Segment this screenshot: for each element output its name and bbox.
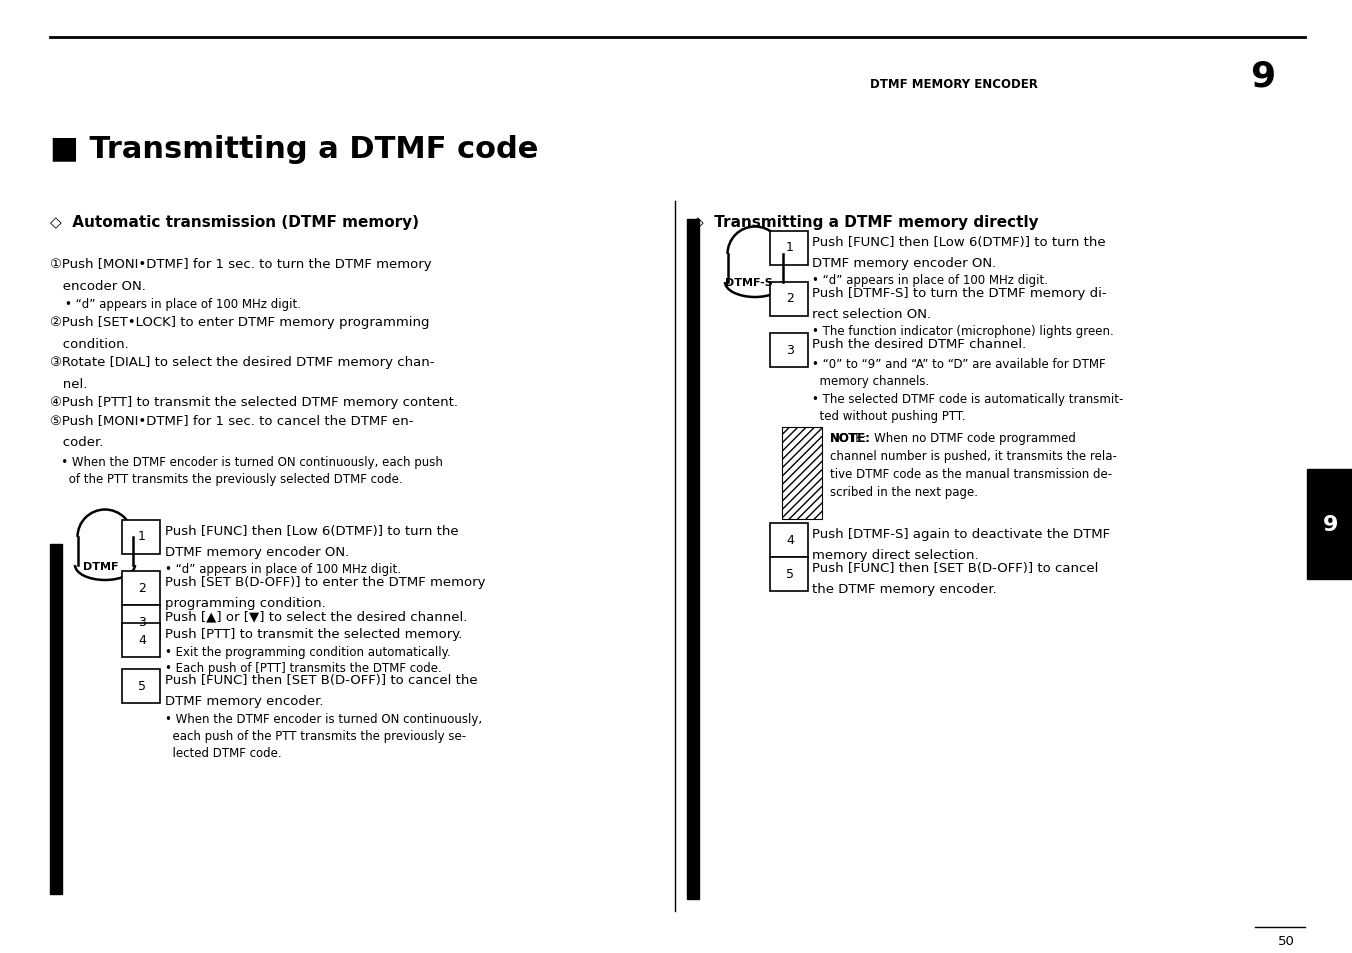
Text: coder.: coder. [50,436,103,449]
Text: • Exit the programming condition automatically.: • Exit the programming condition automat… [165,645,450,659]
Text: ②Push [SET•LOCK] to enter DTMF memory programming: ②Push [SET•LOCK] to enter DTMF memory pr… [50,315,430,329]
FancyBboxPatch shape [771,557,808,591]
Text: • “0” to “9” and “A” to “D” are available for DTMF: • “0” to “9” and “A” to “D” are availabl… [813,357,1106,371]
Text: DTMF: DTMF [82,561,119,572]
Text: condition.: condition. [50,337,128,351]
Text: Push [FUNC] then [Low 6(DTMF)] to turn the: Push [FUNC] then [Low 6(DTMF)] to turn t… [165,524,458,537]
FancyBboxPatch shape [771,232,808,265]
Text: ◇  Automatic transmission (DTMF memory): ◇ Automatic transmission (DTMF memory) [50,214,419,230]
Text: the DTMF memory encoder.: the DTMF memory encoder. [813,582,996,596]
Text: • “d” appears in place of 100 MHz digit.: • “d” appears in place of 100 MHz digit. [165,562,402,576]
Text: Push [SET B(D-OFF)] to enter the DTMF memory: Push [SET B(D-OFF)] to enter the DTMF me… [165,576,485,588]
Text: DTMF MEMORY ENCODER: DTMF MEMORY ENCODER [869,78,1038,91]
Bar [50,544,62,894]
Text: 5: 5 [786,567,794,579]
Text: memory direct selection.: memory direct selection. [813,548,979,561]
Text: DTMF-S: DTMF-S [725,277,773,288]
Text: Push [FUNC] then [SET B(D-OFF)] to cancel the: Push [FUNC] then [SET B(D-OFF)] to cance… [165,673,477,686]
Text: NOTE:: NOTE: [830,432,871,444]
Text: encoder ON.: encoder ON. [50,280,146,293]
Text: ④Push [PTT] to transmit the selected DTMF memory content.: ④Push [PTT] to transmit the selected DTM… [50,395,458,409]
Text: lected DTMF code.: lected DTMF code. [165,746,281,760]
Text: DTMF memory encoder.: DTMF memory encoder. [165,695,323,707]
Text: 1: 1 [786,241,794,254]
Text: Push [FUNC] then [SET B(D-OFF)] to cancel: Push [FUNC] then [SET B(D-OFF)] to cance… [813,561,1098,575]
Text: NOTE:  When no DTMF code programmed: NOTE: When no DTMF code programmed [830,432,1076,444]
Text: 4: 4 [786,533,794,546]
Text: tive DTMF code as the manual transmission de-: tive DTMF code as the manual transmissio… [830,468,1113,480]
Text: 3: 3 [138,615,146,628]
Text: 5: 5 [138,679,146,692]
Text: of the PTT transmits the previously selected DTMF code.: of the PTT transmits the previously sele… [50,473,403,485]
Text: 50: 50 [1278,934,1295,947]
Text: ⑤Push [MONI•DTMF] for 1 sec. to cancel the DTMF en-: ⑤Push [MONI•DTMF] for 1 sec. to cancel t… [50,414,414,427]
Text: DTMF memory encoder ON.: DTMF memory encoder ON. [165,545,349,558]
Text: each push of the PTT transmits the previously se-: each push of the PTT transmits the previ… [165,729,466,742]
Text: • “d” appears in place of 100 MHz digit.: • “d” appears in place of 100 MHz digit. [813,274,1048,287]
Text: channel number is pushed, it transmits the rela-: channel number is pushed, it transmits t… [830,450,1117,462]
Text: • Each push of [PTT] transmits the DTMF code.: • Each push of [PTT] transmits the DTMF … [165,661,442,675]
FancyBboxPatch shape [122,669,160,702]
FancyBboxPatch shape [122,520,160,554]
Text: 2: 2 [786,293,794,305]
Bar [781,428,822,519]
Text: 9: 9 [1251,60,1275,94]
Text: • The function indicator (microphone) lights green.: • The function indicator (microphone) li… [813,325,1114,337]
Text: rect selection ON.: rect selection ON. [813,308,932,320]
Text: Push [DTMF-S] again to deactivate the DTMF: Push [DTMF-S] again to deactivate the DT… [813,527,1110,540]
FancyBboxPatch shape [771,523,808,557]
Text: 3: 3 [786,343,794,356]
FancyBboxPatch shape [122,623,160,657]
FancyBboxPatch shape [771,282,808,316]
Text: Push [FUNC] then [Low 6(DTMF)] to turn the: Push [FUNC] then [Low 6(DTMF)] to turn t… [813,235,1106,249]
Text: ted without pushing PTT.: ted without pushing PTT. [813,410,965,422]
Text: 4: 4 [138,633,146,646]
Text: Push [PTT] to transmit the selected memory.: Push [PTT] to transmit the selected memo… [165,627,462,640]
Text: Push the desired DTMF channel.: Push the desired DTMF channel. [813,337,1026,351]
Text: • The selected DTMF code is automatically transmit-: • The selected DTMF code is automaticall… [813,393,1124,406]
Text: • When the DTMF encoder is turned ON continuously,: • When the DTMF encoder is turned ON con… [165,712,483,725]
Text: 9: 9 [1324,515,1338,535]
FancyBboxPatch shape [122,605,160,639]
Text: • When the DTMF encoder is turned ON continuously, each push: • When the DTMF encoder is turned ON con… [50,456,443,469]
Text: ①Push [MONI•DTMF] for 1 sec. to turn the DTMF memory: ①Push [MONI•DTMF] for 1 sec. to turn the… [50,257,431,271]
Text: 1: 1 [138,530,146,543]
Text: ■ Transmitting a DTMF code: ■ Transmitting a DTMF code [50,135,538,164]
Text: scribed in the next page.: scribed in the next page. [830,485,977,498]
Text: Push [▲] or [▼] to select the desired channel.: Push [▲] or [▼] to select the desired ch… [165,609,468,622]
Text: • “d” appears in place of 100 MHz digit.: • “d” appears in place of 100 MHz digit. [50,297,301,311]
Text: memory channels.: memory channels. [813,375,929,388]
Text: Push [DTMF-S] to turn the DTMF memory di-: Push [DTMF-S] to turn the DTMF memory di… [813,287,1107,299]
Text: ◇  Transmitting a DTMF memory directly: ◇ Transmitting a DTMF memory directly [692,214,1038,230]
Bar [687,220,699,899]
FancyBboxPatch shape [771,334,808,367]
Text: programming condition.: programming condition. [165,597,326,609]
Bar [1307,470,1352,579]
Text: 2: 2 [138,581,146,594]
Text: DTMF memory encoder ON.: DTMF memory encoder ON. [813,256,996,270]
Text: nel.: nel. [50,377,88,391]
Text: ③Rotate [DIAL] to select the desired DTMF memory chan-: ③Rotate [DIAL] to select the desired DTM… [50,355,434,369]
FancyBboxPatch shape [122,571,160,605]
